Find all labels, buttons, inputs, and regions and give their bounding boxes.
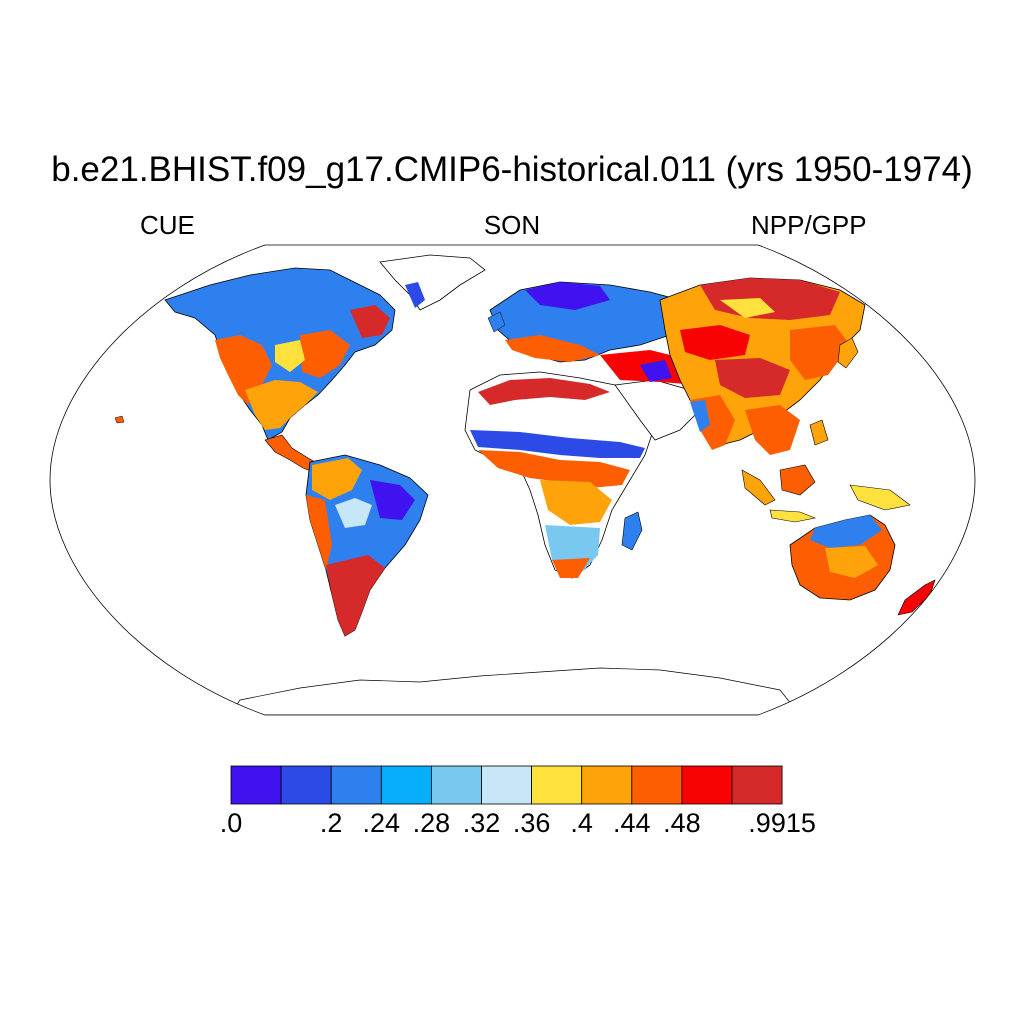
- colorbar-box: [631, 765, 683, 805]
- colorbar-box: [681, 765, 733, 805]
- region-india-west: [690, 400, 710, 432]
- region-se-asia: [745, 405, 800, 455]
- landmass-java: [769, 509, 817, 523]
- landmass-sumatra: [741, 469, 776, 506]
- region-greenland-coast: [405, 282, 425, 308]
- colorbar-tick-label: .9915: [748, 808, 816, 838]
- landmass-uk: [487, 311, 506, 333]
- colorbar-tick-label: .2: [319, 808, 343, 838]
- region-sa-brazil: [370, 480, 415, 520]
- landmass-philippines: [809, 419, 829, 446]
- region-caspian: [640, 360, 672, 382]
- region-arctic-russia: [720, 298, 775, 318]
- region-sahel-band: [470, 430, 645, 458]
- left-string: CUE: [140, 210, 195, 240]
- region-australia-north: [810, 515, 882, 548]
- region-central-asia: [680, 325, 750, 360]
- region-west-africa: [478, 450, 630, 488]
- landmass-hawaii: [114, 415, 125, 424]
- region-na-south: [245, 380, 318, 430]
- region-australia-interior: [825, 546, 878, 578]
- colorbar-box: [581, 765, 633, 805]
- region-north-africa-coast: [478, 378, 610, 405]
- region-central-africa: [540, 480, 612, 525]
- colorbar-box: [731, 765, 783, 805]
- colorbar-box: [531, 765, 583, 805]
- colorbar-tick-label: .4: [570, 808, 593, 838]
- region-sa-south: [326, 555, 385, 636]
- region-east-china: [790, 325, 850, 380]
- landmass-greenland: [379, 254, 486, 311]
- center-string: SON: [483, 210, 541, 240]
- colorbar-tick-label: .32: [462, 808, 501, 838]
- landmass-madagascar: [621, 511, 643, 551]
- colorbar-box: [481, 765, 532, 805]
- region-na-east: [300, 330, 350, 378]
- colorbar-tick-label: .0: [219, 808, 243, 838]
- colorbar-box: [230, 765, 282, 805]
- colorbar-tick-label: .24: [362, 808, 401, 838]
- landmass-japan: [837, 337, 859, 369]
- colorbar-box: [330, 765, 382, 805]
- colorbar-tick-label: .44: [613, 808, 651, 838]
- region-sa-interior: [335, 498, 372, 528]
- region-sa-andes: [306, 495, 332, 570]
- region-south-africa-cape: [552, 558, 590, 578]
- region-sa-north: [312, 458, 362, 500]
- region-europe-south: [505, 335, 600, 362]
- colorbar-tick-label: .48: [663, 808, 701, 838]
- colorbar-box: [430, 765, 482, 805]
- colorbar-box: [280, 765, 332, 805]
- landmass-antarctica: [229, 667, 801, 715]
- colorbar-boxes: [230, 765, 783, 805]
- colorbar-tick-label: .36: [512, 808, 551, 838]
- region-na-labrador: [350, 305, 390, 338]
- landmass-borneo: [779, 464, 816, 496]
- landmass-new-guinea: [849, 484, 911, 511]
- globe-outline: [49, 244, 976, 716]
- region-tibet: [715, 358, 790, 398]
- colorbar-tick-label: .28: [412, 808, 451, 838]
- region-na-great-plains: [275, 340, 305, 372]
- right-string: NPP/GPP: [751, 210, 867, 240]
- colorbar-box: [380, 765, 432, 805]
- plot-title: b.e21.BHIST.f09_g17.CMIP6-historical.011…: [51, 150, 973, 189]
- region-scandinavia: [525, 282, 610, 310]
